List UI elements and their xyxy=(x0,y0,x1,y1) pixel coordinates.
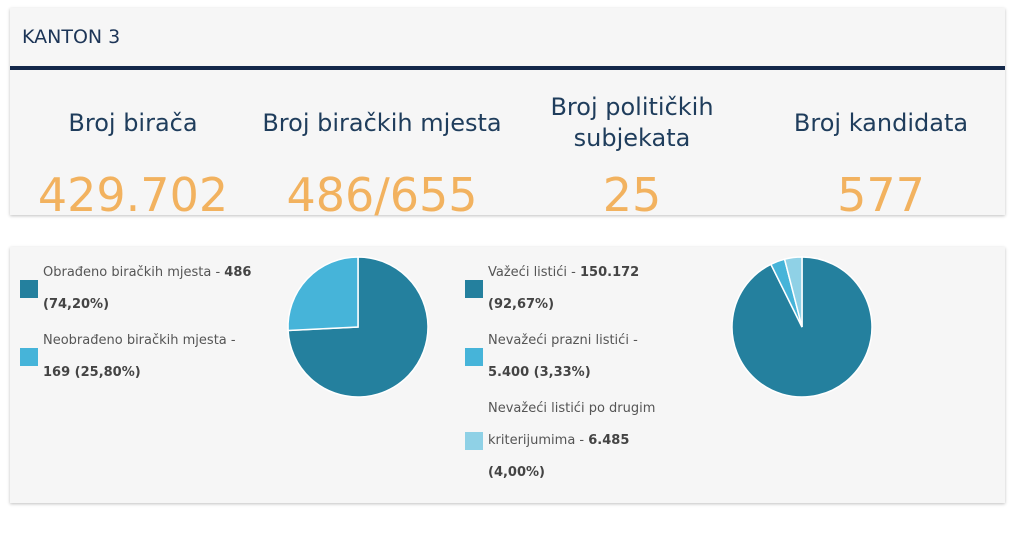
legend-text: Obrađeno biračkih mjesta - 486 (74,20%) xyxy=(43,257,258,321)
legend-value: 5.400 (3,33%) xyxy=(488,365,591,380)
stat: Broj kandidata 577 xyxy=(761,88,1001,223)
legend-value: 150.172 (92,67%) xyxy=(488,265,640,312)
stat-value: 577 xyxy=(837,168,925,222)
legend-value: 486 (74,20%) xyxy=(43,265,252,312)
pie-chart xyxy=(287,256,429,398)
stat: Broj birača 429.702 xyxy=(13,88,253,223)
summary-card: KANTON 3 Broj birača 429.702 Broj biračkih… xyxy=(10,8,1005,222)
pie-slice xyxy=(287,256,359,332)
legend-item: Obrađeno biračkih mjesta - 486 (74,20%) xyxy=(20,257,258,321)
stat-label: Broj birača xyxy=(68,108,198,137)
divider xyxy=(10,66,1005,70)
stat-value: 25 xyxy=(602,168,662,222)
legend: Važeći listići - 150.172 (92,67%) Nevažeć… xyxy=(465,257,668,493)
stat-label: Broj kandidata xyxy=(793,108,969,137)
legend-swatch xyxy=(465,432,483,450)
legend-label: Obrađeno biračkih mjesta - xyxy=(43,265,221,280)
legend-label: Važeći listići - xyxy=(488,265,576,280)
legend-text: Nevažeći listići po drugim kriterijumima… xyxy=(488,393,668,489)
legend-item: Neobrađeno biračkih mjesta - 169 (25,80%… xyxy=(20,325,258,389)
legend-text: Neobrađeno biračkih mjesta - 169 (25,80%… xyxy=(43,325,258,389)
legend-value: 169 (25,80%) xyxy=(43,365,141,380)
legend-swatch xyxy=(20,348,38,366)
card-title: KANTON 3 xyxy=(22,26,121,48)
legend: Obrađeno biračkih mjesta - 486 (74,20%) N… xyxy=(20,257,258,393)
legend-text: Nevažeći prazni listići - 5.400 (3,33%) xyxy=(488,325,668,389)
stat-label: Broj biračkih mjesta xyxy=(262,108,502,137)
stat: Broj biračkih mjesta 486/655 xyxy=(262,88,502,223)
stat-value: 429.702 xyxy=(37,168,229,222)
legend-swatch xyxy=(20,280,38,298)
legend-swatch xyxy=(465,280,483,298)
legend-swatch xyxy=(465,348,483,366)
stat-value: 486/655 xyxy=(286,168,478,222)
legend-label: Nevažeći listići po drugim kriterijumima… xyxy=(488,401,656,448)
stat-label: Broj političkih subjekata xyxy=(550,93,714,152)
charts-card: Obrađeno biračkih mjesta - 486 (74,20%) N… xyxy=(10,247,1005,503)
legend-label: Nevažeći prazni listići - xyxy=(488,333,638,348)
legend-item: Nevažeći listići po drugim kriterijumima… xyxy=(465,393,668,489)
stat: Broj političkih subjekata 25 xyxy=(512,88,752,222)
pie-slice xyxy=(783,256,803,328)
legend-item: Važeći listići - 150.172 (92,67%) xyxy=(465,257,668,321)
legend-text: Važeći listići - 150.172 (92,67%) xyxy=(488,257,668,321)
pie-chart xyxy=(731,256,873,398)
legend-item: Nevažeći prazni listići - 5.400 (3,33%) xyxy=(465,325,668,389)
legend-label: Neobrađeno biračkih mjesta - xyxy=(43,333,236,348)
legend-value: 6.485 (4,00%) xyxy=(488,433,630,480)
